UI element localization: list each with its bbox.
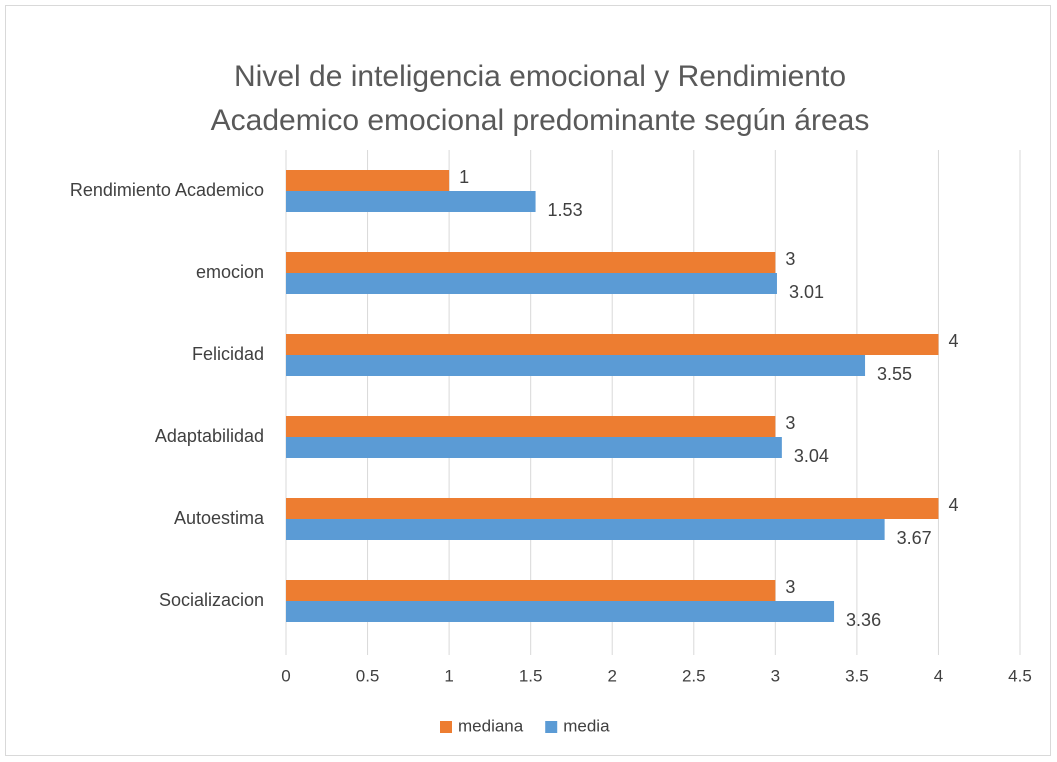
value-label: 3.67 xyxy=(897,528,932,548)
chart-border xyxy=(5,5,1051,756)
value-label: 3 xyxy=(785,577,795,597)
value-label: 3 xyxy=(785,413,795,433)
x-tick-label: 4 xyxy=(934,666,943,685)
value-label: 3.04 xyxy=(794,446,829,466)
value-label: 3 xyxy=(785,249,795,269)
x-tick-label: 3.5 xyxy=(845,666,869,685)
y-tick-label: Felicidad xyxy=(192,344,264,364)
bar xyxy=(286,191,536,212)
bar xyxy=(286,498,939,519)
bar xyxy=(286,334,939,355)
y-tick-label: emocion xyxy=(196,262,264,282)
value-label: 3.36 xyxy=(846,610,881,630)
bar xyxy=(286,170,450,191)
x-tick-label: 3 xyxy=(771,666,780,685)
chart-title: Academico emocional predominante según á… xyxy=(211,104,870,137)
x-tick-label: 1 xyxy=(444,666,453,685)
legend-swatch xyxy=(440,721,452,733)
legend-label: media xyxy=(563,716,610,735)
legend-label: mediana xyxy=(458,716,524,735)
value-label: 4 xyxy=(948,331,958,351)
bar xyxy=(286,601,835,622)
x-tick-label: 2.5 xyxy=(682,666,706,685)
value-label: 3.55 xyxy=(877,364,912,384)
value-label: 1 xyxy=(459,167,469,187)
value-label: 4 xyxy=(948,495,958,515)
bar xyxy=(286,580,776,601)
chart-title: Nivel de inteligencia emocional y Rendim… xyxy=(234,60,846,93)
value-label: 3.01 xyxy=(789,282,824,302)
bar xyxy=(286,519,885,540)
x-tick-label: 4.5 xyxy=(1008,666,1032,685)
bar xyxy=(286,355,866,376)
bar xyxy=(286,273,777,294)
bar xyxy=(286,437,782,458)
y-tick-label: Rendimiento Academico xyxy=(70,180,264,200)
x-tick-label: 0 xyxy=(281,666,290,685)
x-tick-label: 2 xyxy=(607,666,616,685)
bar xyxy=(286,416,776,437)
y-tick-label: Autoestima xyxy=(174,508,265,528)
x-tick-label: 0.5 xyxy=(356,666,380,685)
bar xyxy=(286,252,776,273)
y-tick-label: Adaptabilidad xyxy=(155,426,264,446)
legend-swatch xyxy=(545,721,558,733)
value-label: 1.53 xyxy=(548,200,583,220)
y-tick-label: Socializacion xyxy=(159,590,264,610)
x-tick-label: 1.5 xyxy=(519,666,543,685)
